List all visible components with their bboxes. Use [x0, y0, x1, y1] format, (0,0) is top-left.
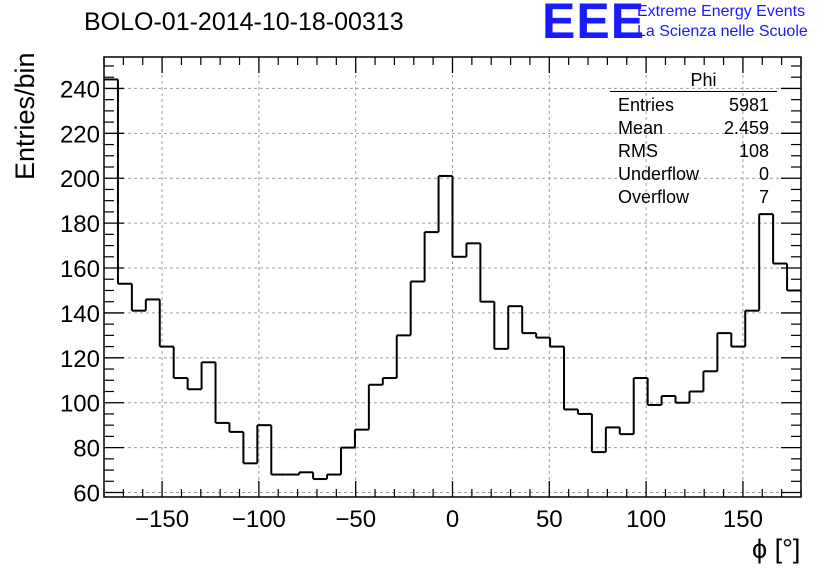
stats-row-rms: RMS 108 [610, 140, 777, 163]
logo-line-1: Extreme Energy Events [637, 3, 806, 20]
x-axis-label: ϕ [°] [752, 534, 801, 564]
x-tick-label: 0 [446, 506, 459, 533]
y-tick-label: 160 [60, 256, 100, 283]
stats-row-underflow: Underflow 0 [610, 163, 777, 186]
stats-label: RMS [618, 141, 658, 161]
y-tick-label: 80 [73, 436, 100, 463]
y-tick-label: 120 [60, 346, 100, 373]
y-tick-label: 100 [60, 391, 100, 418]
stats-box-title: Phi [690, 70, 717, 90]
stats-value: 0 [758, 164, 769, 184]
eee-logo: EEE [542, 0, 646, 49]
x-tick-label: 50 [536, 506, 563, 533]
y-tick-label: 220 [60, 121, 100, 148]
stats-row-mean: Mean 2.459 [610, 117, 777, 140]
stats-label: Entries [618, 95, 675, 115]
chart-title: BOLO-01-2014-10-18-00313 [84, 8, 404, 36]
x-tick-label: −50 [335, 506, 376, 533]
tick-labels: −150 −100 −50 0 50 100 150 60 80 100 120 140 160 180 2… [60, 76, 763, 533]
stats-label: Underflow [618, 164, 700, 184]
histogram-bins [104, 78, 801, 481]
y-tick-label: 200 [60, 166, 100, 193]
stats-row-entries: Entries 5981 [610, 94, 777, 117]
y-axis-label: Entries/bin [10, 52, 40, 180]
stats-value: 108 [738, 141, 769, 161]
y-tick-label: 140 [60, 301, 100, 328]
stats-row-overflow: Overflow 7 [610, 186, 777, 209]
y-axis-label-wrap: Entries/bin [6, 52, 40, 180]
logo-line-2: La Scienza nelle Scuole [637, 23, 808, 40]
x-tick-label: −100 [232, 506, 286, 533]
stats-value: 5981 [728, 95, 769, 115]
stats-value: 7 [758, 187, 769, 207]
stats-value: 2.459 [723, 118, 769, 138]
stats-label: Overflow [618, 187, 690, 207]
x-tick-label: 150 [723, 506, 763, 533]
stats-box: Phi Entries 5981 Mean 2.459 RMS 108 Unde… [610, 70, 777, 209]
x-tick-label: 100 [626, 506, 666, 533]
y-tick-label: 240 [60, 76, 100, 103]
x-tick-label: −150 [135, 506, 189, 533]
y-tick-label: 180 [60, 211, 100, 238]
y-tick-label: 60 [73, 481, 100, 508]
stats-box-divider [610, 91, 777, 92]
stats-label: Mean [618, 118, 664, 138]
axis-ticks [103, 57, 802, 497]
